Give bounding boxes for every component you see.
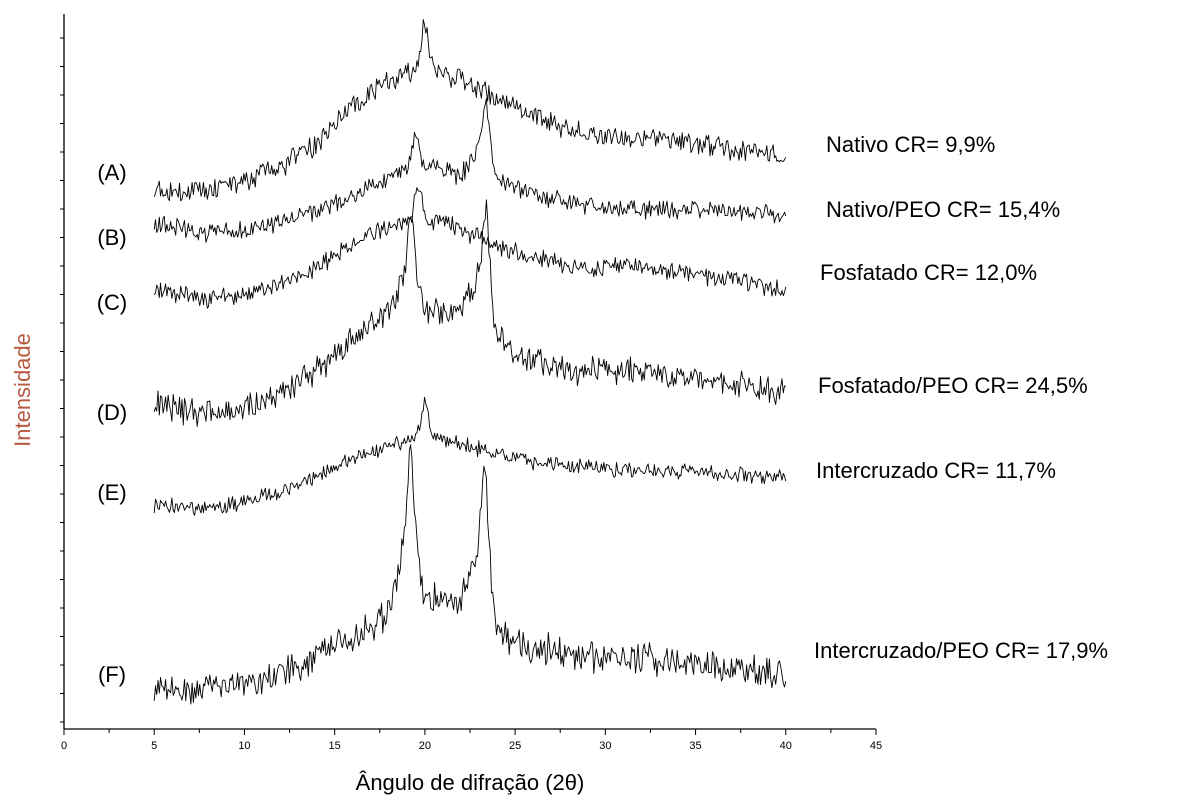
x-tick-label: 40 — [780, 740, 792, 752]
x-tick-label: 20 — [419, 740, 431, 752]
diffraction-curves — [153, 19, 787, 705]
x-tick-label: 25 — [509, 740, 521, 752]
series-letter-label: (D) — [97, 400, 128, 425]
diffraction-curve — [153, 396, 787, 516]
series-name-label: Intercruzado CR= 11,7% — [816, 458, 1056, 483]
diffraction-curve — [153, 187, 787, 309]
x-tick-label: 45 — [870, 740, 882, 752]
chart-axes: 0 5 10 15 20 25 30 35 40 45 — [60, 14, 882, 752]
series-name-label: Fosfatado CR= 12,0% — [820, 260, 1037, 285]
x-tick-label: 5 — [151, 740, 157, 752]
x-tick-label: 15 — [329, 740, 341, 752]
series-name-label: Fosfatado/PEO CR= 24,5% — [818, 373, 1088, 398]
diffraction-curve — [153, 199, 786, 427]
series-labels: (A) Nativo CR= 9,9% (B) Nativo/PEO CR= 15,4… — [97, 132, 1108, 687]
series-name-label: Nativo/PEO CR= 15,4% — [826, 197, 1060, 222]
x-axis-label: Ângulo de difração (2θ) — [356, 770, 585, 795]
series-letter-label: (B) — [97, 225, 126, 250]
x-tick-label: 0 — [61, 740, 67, 752]
series-letter-label: (C) — [97, 290, 128, 315]
x-tick-label: 10 — [238, 740, 250, 752]
y-axis-label: Intensidade — [10, 333, 35, 447]
diffraction-curve — [153, 19, 787, 202]
x-tick-label: 35 — [689, 740, 701, 752]
diffraction-curve — [153, 98, 787, 243]
series-name-label: Nativo CR= 9,9% — [826, 132, 995, 157]
series-letter-label: (F) — [98, 662, 126, 687]
x-tick-label: 30 — [599, 740, 611, 752]
series-name-label: Intercruzado/PEO CR= 17,9% — [814, 638, 1108, 663]
diffraction-curve — [153, 444, 787, 705]
series-letter-label: (A) — [97, 160, 126, 185]
series-letter-label: (E) — [97, 480, 126, 505]
